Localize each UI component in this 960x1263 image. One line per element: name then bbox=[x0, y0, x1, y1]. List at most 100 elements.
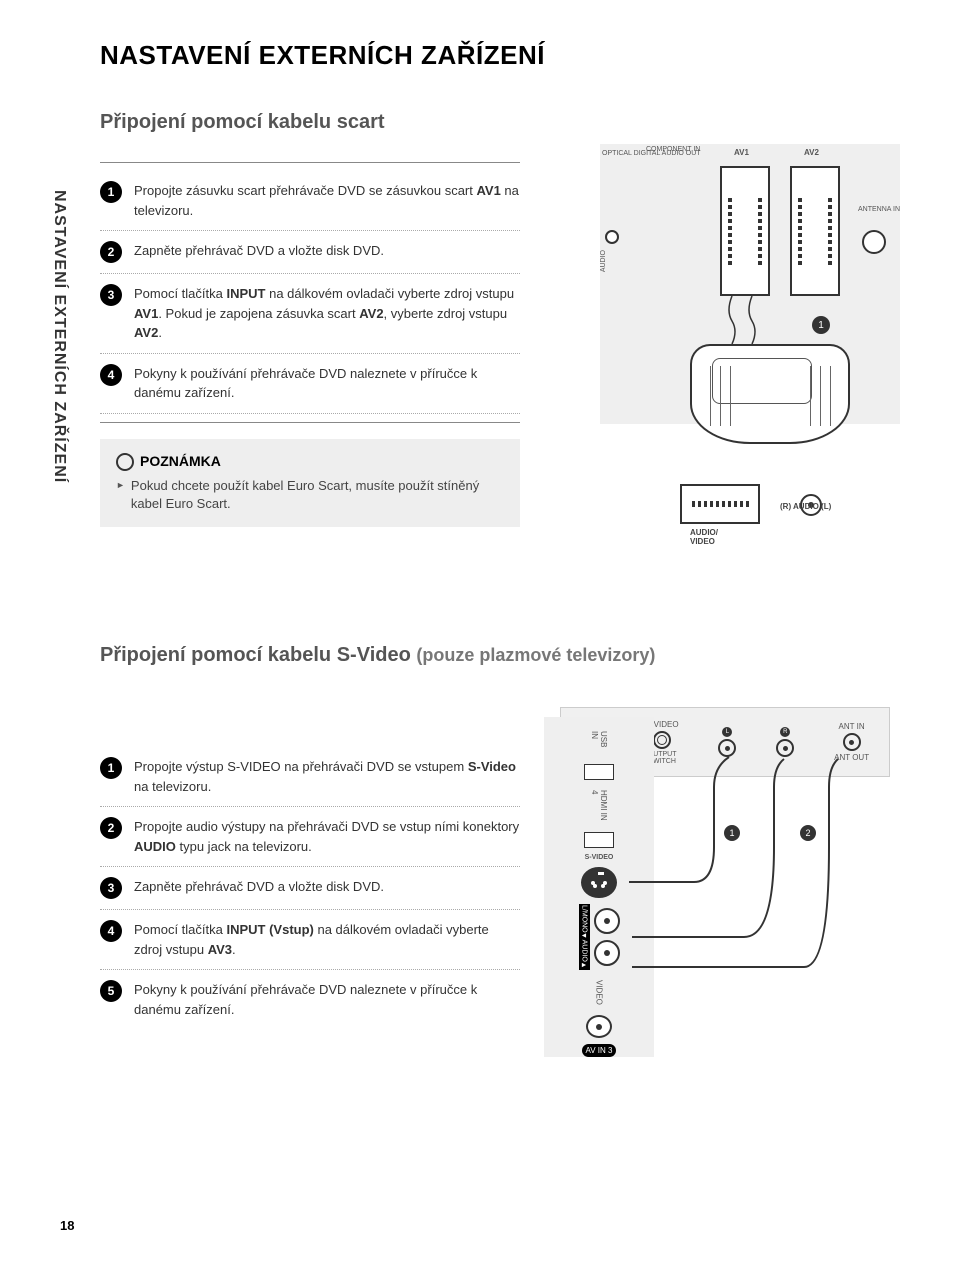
antenna-label: ANTENNA IN bbox=[858, 206, 900, 213]
step-badge: 4 bbox=[100, 920, 122, 942]
bold: AUDIO bbox=[134, 839, 176, 854]
text: na televizoru. bbox=[134, 779, 211, 794]
section1-diagram: COMPONENT IN OPTICAL DIGITAL AUDIO OUT A… bbox=[544, 154, 900, 584]
text: Propojte audio výstupy na přehrávači DVD… bbox=[134, 819, 519, 834]
step-1: 1 Propojte zásuvku scart přehrávače DVD … bbox=[100, 171, 520, 231]
step-badge: 2 bbox=[100, 817, 122, 839]
diagram-badge-1: 1 bbox=[724, 825, 740, 841]
bold: AV2 bbox=[134, 325, 158, 340]
step-text: Pokyny k používání přehrávače DVD nalezn… bbox=[134, 980, 520, 1019]
step-2: 2 Zapněte přehrávač DVD a vložte disk DV… bbox=[100, 231, 520, 274]
step-text: Pokyny k používání přehrávače DVD nalezn… bbox=[134, 364, 520, 403]
bold: AV3 bbox=[208, 942, 232, 957]
dvd-scart-port bbox=[680, 484, 760, 524]
note-item: Pokud chcete použít kabel Euro Scart, mu… bbox=[116, 477, 504, 513]
text: na dálkovém ovladači vyberte zdroj vstup… bbox=[265, 286, 514, 301]
r-audio-l-label: (R) AUDIO (L) bbox=[780, 502, 831, 511]
section2-title-suffix: (pouze plazmové televizory) bbox=[416, 645, 655, 665]
step-badge: 4 bbox=[100, 364, 122, 386]
usb-port bbox=[584, 764, 614, 780]
scart-av1-slot bbox=[720, 166, 770, 296]
hdmi-label: HDMI IN 4 bbox=[590, 790, 608, 822]
page-number: 18 bbox=[60, 1218, 74, 1233]
section1-container: 1 Propojte zásuvku scart přehrávače DVD … bbox=[100, 154, 900, 584]
step-text: Propojte audio výstupy na přehrávači DVD… bbox=[134, 817, 520, 856]
av1-label: AV1 bbox=[734, 148, 749, 157]
dvd-ant-in-port: ANT IN ANT OUT bbox=[834, 722, 869, 762]
av2-label: AV2 bbox=[804, 148, 819, 157]
text: . bbox=[232, 942, 236, 957]
section1-title: Připojení pomocí kabelu scart bbox=[100, 111, 900, 134]
scart-plug bbox=[690, 344, 850, 444]
bold: AV2 bbox=[359, 306, 383, 321]
note-title: POZNÁMKA bbox=[116, 453, 504, 471]
audio-video-label: AUDIO/ VIDEO bbox=[690, 528, 718, 546]
scart-av2-slot bbox=[790, 166, 840, 296]
step-badge: 1 bbox=[100, 181, 122, 203]
bold: INPUT (Vstup) bbox=[226, 922, 313, 937]
step-text: Propojte zásuvku scart přehrávače DVD se… bbox=[134, 181, 520, 220]
section2-title: Připojení pomocí kabelu S-Video (pouze p… bbox=[100, 644, 900, 667]
antenna-port bbox=[862, 230, 886, 254]
bold: INPUT bbox=[226, 286, 265, 301]
label: ANT OUT bbox=[834, 753, 869, 762]
step-3: 3 Zapněte přehrávač DVD a vložte disk DV… bbox=[100, 867, 520, 910]
usb-in-label: USB IN bbox=[590, 731, 608, 754]
sidebar-vertical-text: NASTAVENÍ EXTERNÍCH ZAŘÍZENÍ bbox=[50, 190, 68, 483]
text: Propojte zásuvku scart přehrávače DVD se… bbox=[134, 183, 476, 198]
step-badge: 2 bbox=[100, 241, 122, 263]
step-text: Pomocí tlačítka INPUT (Vstup) na dálkové… bbox=[134, 920, 520, 959]
step-1: 1 Propojte výstup S-VIDEO na přehrávači … bbox=[100, 747, 520, 807]
step-4: 4 Pokyny k používání přehrávače DVD nale… bbox=[100, 354, 520, 414]
note-text: Pokud chcete použít kabel Euro Scart, mu… bbox=[131, 477, 504, 513]
step-text: Zapněte přehrávač DVD a vložte disk DVD. bbox=[134, 241, 520, 263]
section2-title-main: Připojení pomocí kabelu S-Video bbox=[100, 644, 416, 666]
step-badge: 1 bbox=[100, 757, 122, 779]
step-badge: 5 bbox=[100, 980, 122, 1002]
step-2: 2 Propojte audio výstupy na přehrávači D… bbox=[100, 807, 520, 867]
step-text: Propojte výstup S-VIDEO na přehrávači DV… bbox=[134, 757, 520, 796]
step-badge: 3 bbox=[100, 877, 122, 899]
diagram-badge-2: 2 bbox=[800, 825, 816, 841]
divider bbox=[100, 422, 520, 423]
dvd-audio-l-port: L bbox=[718, 727, 736, 757]
plug-grip bbox=[820, 366, 824, 426]
section1-steps: 1 Propojte zásuvku scart přehrávače DVD … bbox=[100, 154, 520, 584]
section2-steps: 1 Propojte výstup S-VIDEO na přehrávači … bbox=[100, 707, 520, 1067]
l-icon: L bbox=[722, 727, 732, 737]
step-text: Zapněte přehrávač DVD a vložte disk DVD. bbox=[134, 877, 520, 899]
bold: AV1 bbox=[476, 183, 500, 198]
hdmi-port bbox=[584, 832, 614, 848]
note-box: POZNÁMKA Pokud chcete použít kabel Euro … bbox=[100, 439, 520, 528]
video-label: VIDEO bbox=[595, 980, 604, 1005]
svideo-port bbox=[581, 867, 617, 899]
bold: S-Video bbox=[468, 759, 516, 774]
plug-grip bbox=[710, 366, 714, 426]
text: . Pokud je zapojena zásuvka scart bbox=[158, 306, 359, 321]
audio-port bbox=[605, 230, 619, 244]
text: Propojte výstup S-VIDEO na přehrávači DV… bbox=[134, 759, 468, 774]
page-title: NASTAVENÍ EXTERNÍCH ZAŘÍZENÍ bbox=[100, 40, 900, 71]
section2-container: 1 Propojte výstup S-VIDEO na přehrávači … bbox=[100, 707, 900, 1067]
text: Pomocí tlačítka bbox=[134, 922, 226, 937]
plug-grip bbox=[730, 366, 734, 426]
video-port bbox=[586, 1015, 612, 1038]
plug-grip bbox=[720, 366, 724, 426]
step-3: 3 Pomocí tlačítka INPUT na dálkovém ovla… bbox=[100, 274, 520, 354]
tv-side-panel: USB IN HDMI IN 4 S-VIDEO L/MONO◄AUDIO► V… bbox=[544, 717, 654, 1057]
tv-rear-panel: COMPONENT IN OPTICAL DIGITAL AUDIO OUT A… bbox=[600, 144, 900, 424]
bold: AV1 bbox=[134, 306, 158, 321]
audio-r-port bbox=[594, 908, 620, 934]
dvd-audio-r-port: R bbox=[776, 727, 794, 757]
divider bbox=[100, 162, 520, 163]
plug-grip bbox=[830, 366, 834, 426]
audio-l-port bbox=[594, 940, 620, 966]
audio-label: AUDIO bbox=[600, 250, 607, 272]
label: ANT IN bbox=[839, 722, 865, 731]
step-badge: 3 bbox=[100, 284, 122, 306]
section2-diagram: VIDEO S-VIDEO OUTPUT SWITCH L R ANT IN A… bbox=[544, 707, 900, 1067]
text: . bbox=[158, 325, 162, 340]
plug-grip bbox=[810, 366, 814, 426]
step-text: Pomocí tlačítka INPUT na dálkovém ovlada… bbox=[134, 284, 520, 343]
dvd-rear-panel: AUDIO/ VIDEO (R) AUDIO (L) bbox=[620, 464, 900, 584]
